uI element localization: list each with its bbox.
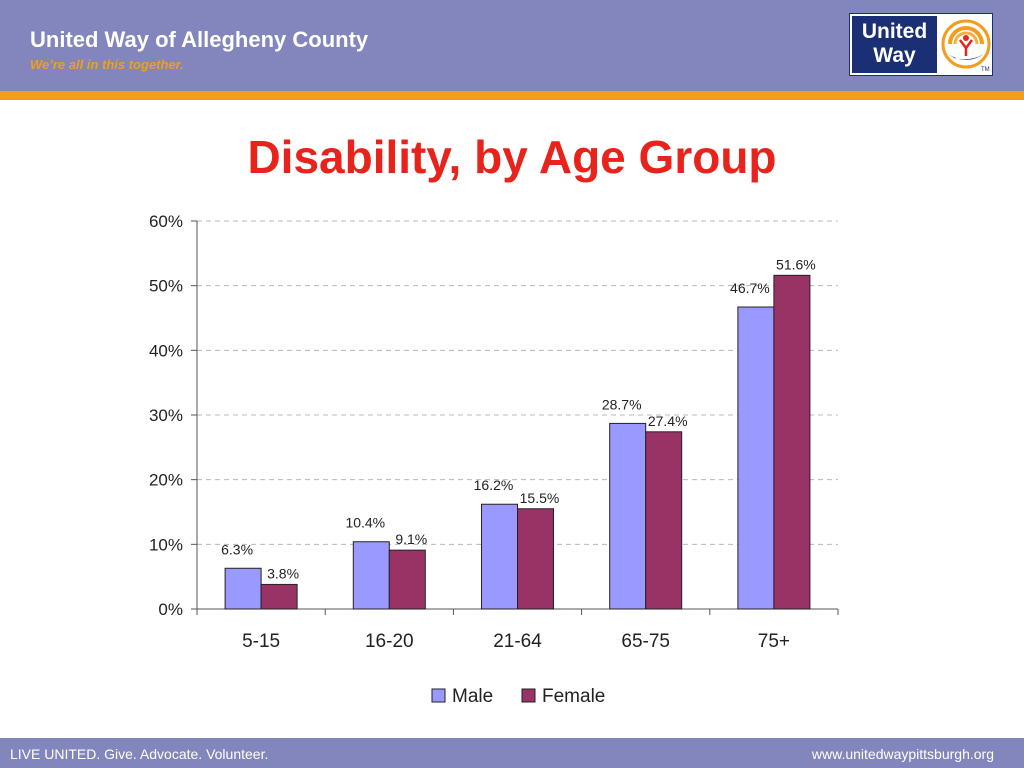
data-label: 6.3% [221, 541, 253, 557]
legend-label-female: Female [542, 686, 605, 707]
data-label: 9.1% [395, 531, 427, 547]
y-tick-label: 0% [158, 600, 183, 619]
y-tick-label: 10% [149, 535, 183, 554]
x-tick-label: 75+ [758, 631, 790, 652]
y-tick-label: 30% [149, 406, 183, 425]
data-label: 46.7% [730, 280, 770, 296]
x-tick-label: 16-20 [365, 631, 414, 652]
united-way-logo: United Way TM [849, 13, 993, 76]
data-label: 16.2% [474, 477, 514, 493]
header-accent-stripe [0, 91, 1024, 100]
data-label: 15.5% [520, 490, 560, 506]
bar-female-75+ [773, 274, 811, 610]
y-tick-label: 20% [149, 471, 183, 490]
logo-line-2: Way [873, 44, 916, 67]
legend-swatch-female [521, 688, 536, 703]
bar-female-16-20 [388, 549, 426, 610]
data-label: 10.4% [345, 515, 385, 531]
org-name: United Way of Allegheny County [30, 27, 369, 52]
bar-female-5-15 [260, 583, 298, 610]
header-bar: United Way of Allegheny County We’re all… [0, 0, 1024, 91]
bar-female-65-75 [645, 431, 683, 610]
footer-url: www.unitedwaypittsburgh.org [811, 746, 994, 762]
logo-tm: TM [981, 67, 990, 73]
tagline: We’re all in this together. [30, 57, 184, 72]
data-label: 51.6% [776, 256, 816, 272]
x-tick-label: 21-64 [493, 631, 542, 652]
x-tick-label: 65-75 [621, 631, 670, 652]
data-label: 3.8% [267, 565, 299, 581]
data-label: 28.7% [602, 396, 642, 412]
legend-label-male: Male [452, 686, 493, 707]
footer-slogan: LIVE UNITED. Give. Advocate. Volunteer. [10, 746, 269, 762]
bar-male-75+ [737, 306, 775, 610]
bar-male-5-15 [224, 567, 262, 610]
hand-rainbow-icon: TM [941, 19, 991, 73]
slide-title: Disability, by Age Group [247, 131, 777, 183]
logo-line-1: United [861, 20, 928, 43]
legend-swatch-male [431, 688, 446, 703]
y-tick-label: 50% [149, 277, 183, 296]
data-label: 27.4% [648, 413, 688, 429]
footer-bar: LIVE UNITED. Give. Advocate. Volunteer. … [0, 738, 1024, 768]
y-tick-label: 40% [149, 341, 183, 360]
x-tick-label: 5-15 [242, 631, 280, 652]
bar-male-21-64 [481, 503, 518, 610]
bar-male-65-75 [609, 422, 647, 610]
disability-bar-chart: 0% 10% 20% 30% 40% 50% 60% 6.3% 3.8% 5-15 10.4% 9.1… [149, 212, 839, 707]
logo-wordmark: United Way [852, 16, 937, 73]
y-tick-label: 60% [149, 212, 183, 231]
bar-female-21-64 [517, 508, 554, 610]
bar-male-16-20 [352, 541, 390, 610]
